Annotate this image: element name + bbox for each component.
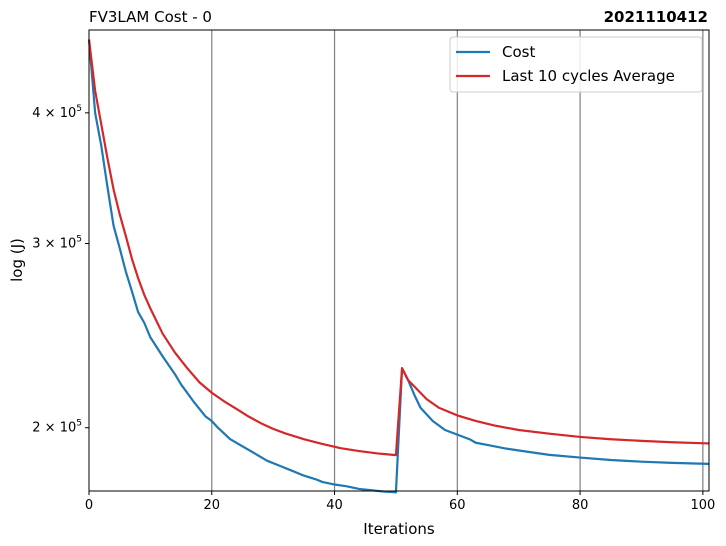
y-tick-label-0: 2 × 105 [32,419,82,436]
x-tick-label-2: 40 [326,498,343,513]
legend: Cost Last 10 cycles Average [449,36,703,93]
x-tick-label-0: 0 [85,498,93,513]
plot-frame [88,29,710,492]
x-tick-label-3: 60 [449,498,466,513]
y-tick-label-2: 4 × 105 [32,104,82,121]
x-tick-label-5: 100 [690,498,715,513]
y-tick-label-1: 3 × 105 [32,235,82,252]
x-tick-label-1: 20 [203,498,220,513]
series-line-0 [87,39,710,494]
legend-label-1: Last 10 cycles Average [502,67,675,85]
y-axis-label: log (J) [8,238,26,282]
chart-title: FV3LAM Cost - 0 [89,8,212,26]
x-tick-label-4: 80 [572,498,589,513]
series-line-1 [87,39,710,457]
legend-box [449,36,703,93]
x-axis-label: Iterations [363,520,435,538]
chart-date-label: 2021110412 [604,8,708,26]
plot-area [87,30,710,494]
legend-label-0: Cost [502,43,535,61]
